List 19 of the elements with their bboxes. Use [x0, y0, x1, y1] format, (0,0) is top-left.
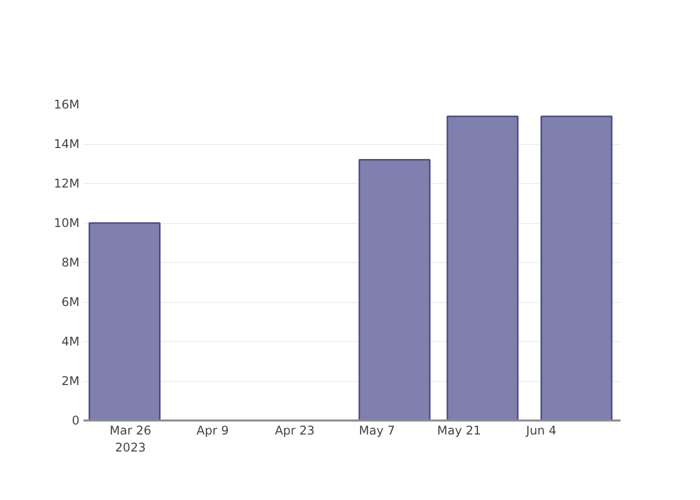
bar — [446, 116, 519, 420]
bar — [358, 159, 431, 420]
bar — [540, 116, 612, 420]
x-tick-label: Mar 26 2023 — [110, 424, 152, 454]
y-tick-label: 12M — [54, 176, 80, 190]
y-tick-label: 0 — [72, 414, 80, 428]
y-tick-label: 16M — [54, 98, 80, 112]
x-tick-label: May 21 — [437, 424, 482, 438]
y-tick-label: 10M — [54, 216, 80, 230]
y-tick-label: 4M — [62, 334, 80, 348]
y-tick-label: 6M — [62, 295, 80, 309]
bar — [88, 222, 161, 420]
x-tick-label: Apr 9 — [196, 424, 229, 438]
y-tick-label: 8M — [62, 256, 80, 270]
x-tick-label: Apr 23 — [274, 424, 315, 438]
x-tick-label: Jun 4 — [525, 424, 556, 438]
x-tick-label: May 7 — [358, 424, 396, 438]
y-tick-label: 2M — [62, 374, 80, 388]
y-tick-label: 14M — [54, 137, 80, 151]
